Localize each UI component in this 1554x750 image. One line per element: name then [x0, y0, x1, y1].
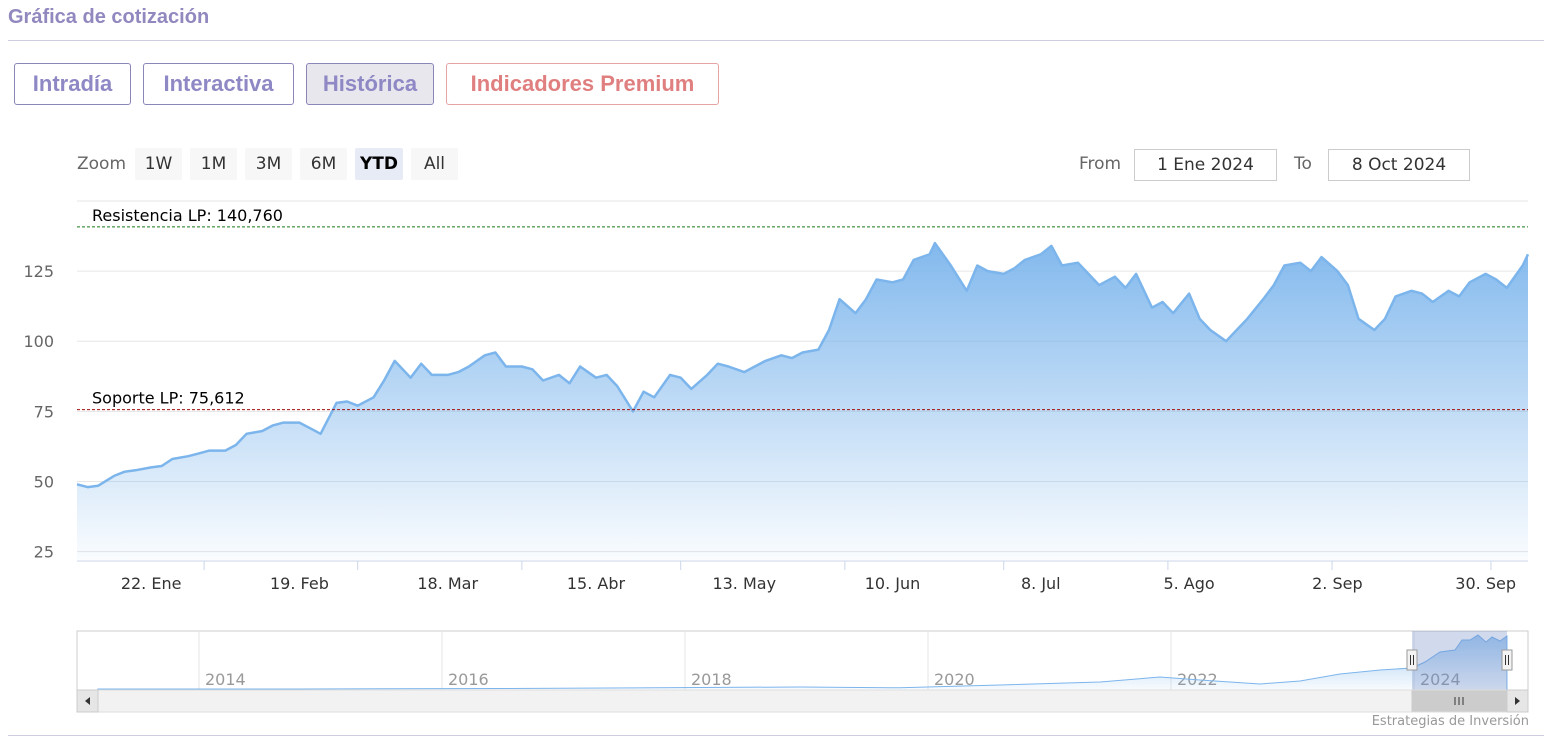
- x-tick-label: 18. Mar: [417, 574, 478, 593]
- tab-interactive[interactable]: Interactiva: [143, 63, 294, 105]
- page-title: Gráfica de cotización: [8, 6, 210, 28]
- support-label: Soporte LP: 75,612: [92, 389, 245, 408]
- handle-body: [1501, 649, 1513, 671]
- x-tick-label: 5. Ago: [1163, 574, 1214, 593]
- navigator-selection[interactable]: [1412, 631, 1507, 690]
- x-tick-label: 13. May: [712, 574, 776, 593]
- navigator-frame: [76, 630, 1529, 691]
- x-tick-label: 22. Ene: [121, 574, 182, 593]
- y-tick-label: 100: [23, 332, 54, 351]
- navigator-series: [97, 634, 1508, 691]
- zoom-6m-button[interactable]: 6M: [300, 148, 347, 180]
- tab-intraday[interactable]: Intradía: [14, 63, 131, 105]
- zoom-ytd-button[interactable]: YTD: [355, 148, 403, 180]
- title-divider: [8, 40, 1544, 41]
- chevron-right-icon: [1515, 697, 1520, 705]
- navigator-year-label: 2018: [691, 670, 732, 689]
- price-line[interactable]: [76, 241, 1530, 489]
- x-tick-label: 10. Jun: [865, 574, 921, 593]
- zoom-3m-button[interactable]: 3M: [245, 148, 292, 180]
- y-tick-label: 75: [34, 402, 54, 421]
- tab-historical[interactable]: Histórica: [306, 63, 434, 105]
- zoom-1w-button[interactable]: 1W: [135, 148, 182, 180]
- navigator-left-handle[interactable]: [1406, 649, 1418, 671]
- x-tick-label: 30. Sep: [1455, 574, 1516, 593]
- from-date-input[interactable]: 1 Ene 2024: [1134, 149, 1277, 181]
- y-tick-label: 50: [34, 472, 54, 491]
- navigator-right-handle[interactable]: [1501, 649, 1513, 671]
- resistance-label: Resistencia LP: 140,760: [92, 206, 283, 225]
- chart-credit: Estrategias de Inversión: [1371, 714, 1529, 729]
- y-tick-label: 25: [34, 543, 54, 562]
- zoom-all-button[interactable]: All: [411, 148, 458, 180]
- handle-body: [1406, 649, 1418, 671]
- tab-premium-indicators[interactable]: Indicadores Premium: [446, 63, 719, 105]
- to-date-input[interactable]: 8 Oct 2024: [1328, 149, 1470, 181]
- chevron-left-icon: [85, 697, 90, 705]
- to-label: To: [1294, 154, 1312, 174]
- bottom-divider: [8, 735, 1544, 736]
- price-area: [77, 243, 1528, 560]
- scrollbar-track[interactable]: [76, 689, 1529, 713]
- x-tick-label: 19. Feb: [270, 574, 329, 593]
- x-tick-label: 2. Sep: [1312, 574, 1363, 593]
- navigator-year-label: 2016: [448, 670, 489, 689]
- zoom-1m-button[interactable]: 1M: [190, 148, 237, 180]
- from-label: From: [1079, 154, 1122, 174]
- y-tick-label: 125: [23, 262, 54, 281]
- navigator-year-label: 2020: [934, 670, 975, 689]
- x-tick-label: 8. Jul: [1021, 574, 1061, 593]
- navigator-year-label: 2014: [205, 670, 246, 689]
- zoom-label: Zoom: [77, 154, 127, 174]
- x-tick-label: 15. Abr: [567, 574, 626, 593]
